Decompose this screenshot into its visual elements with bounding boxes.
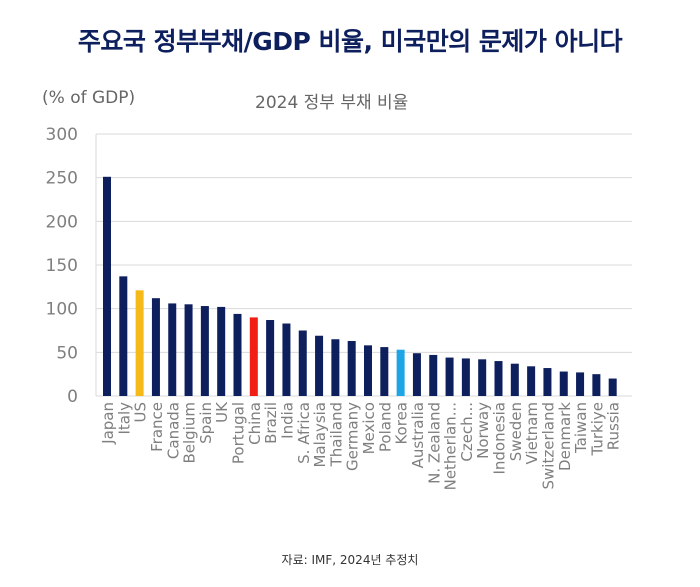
bar-s-africa: [298, 330, 307, 396]
y-axis-ticks: 0 50 100 150 200 250 300: [46, 125, 78, 407]
bar-germany: [347, 340, 356, 396]
x-tick-label: Brazil: [262, 402, 280, 444]
bar-belgium: [184, 304, 193, 396]
x-tick-label: S. Africa: [295, 402, 313, 464]
bar-thailand: [331, 339, 340, 396]
y-tick-label: 250: [46, 169, 78, 189]
x-tick-label: Germany: [344, 402, 362, 471]
x-tick-label: Canada: [164, 402, 182, 459]
x-tick-label: Italy: [115, 402, 133, 435]
bar-mexico: [364, 345, 372, 396]
bar-spain: [200, 306, 209, 396]
x-tick-label: Spain: [197, 402, 215, 444]
y-tick-label: 300: [46, 125, 78, 145]
x-tick-label: US: [132, 402, 150, 423]
x-tick-label: Vietnam: [523, 402, 541, 465]
x-tick-label: Mexico: [360, 402, 378, 454]
x-tick-label: Switzerland: [539, 402, 557, 490]
x-tick-label: Indonesia: [491, 402, 509, 475]
bar-india: [282, 323, 291, 396]
y-axis-unit-label: (% of GDP): [42, 88, 136, 108]
y-tick-label: 0: [67, 387, 78, 407]
bar-turkiye: [592, 374, 601, 396]
x-tick-label: Denmark: [556, 402, 574, 471]
x-tick-label: India: [278, 402, 296, 439]
y-tick-label: 100: [46, 300, 78, 320]
y-tick-label: 50: [56, 343, 78, 363]
x-tick-label: N. Zealand: [425, 402, 443, 484]
bar-vietnam: [527, 366, 536, 396]
bar-portugal: [233, 313, 242, 396]
x-tick-label: Norway: [474, 402, 492, 459]
bar-france: [151, 298, 160, 396]
x-tick-label: China: [246, 402, 264, 445]
bar-japan: [103, 176, 111, 396]
bar-canada: [168, 303, 177, 396]
bar-switzerland: [543, 368, 552, 396]
x-tick-label: Czech...: [458, 402, 476, 462]
x-tick-label: Australia: [409, 402, 427, 468]
x-tick-label: Belgium: [181, 402, 199, 464]
x-tick-label: Turkiye: [588, 402, 606, 457]
x-tick-label: France: [148, 402, 166, 452]
x-axis-ticks: JapanItalyUSFranceCanadaBelgiumSpainUKPo…: [99, 401, 623, 491]
x-tick-label: Korea: [393, 402, 411, 445]
x-tick-label: Sweden: [507, 402, 525, 461]
bar-brazil: [266, 320, 275, 396]
x-tick-label: UK: [213, 401, 231, 423]
bar-taiwan: [576, 372, 585, 396]
bar-russia: [608, 378, 617, 396]
bar-netherlan: [445, 357, 454, 396]
bar-denmark: [559, 371, 568, 396]
y-tick-label: 200: [46, 212, 78, 232]
bar-indonesia: [494, 361, 503, 396]
bar-china: [249, 317, 258, 396]
bar-norway: [478, 359, 487, 396]
x-tick-label: Netherlan...: [442, 402, 460, 490]
bars: [103, 176, 617, 396]
x-tick-label: Taiwan: [572, 402, 590, 454]
bar-malaysia: [315, 335, 324, 396]
bar-italy: [119, 276, 128, 396]
x-tick-label: Japan: [99, 402, 117, 445]
page-title: 주요국 정부부채/GDP 비율, 미국만의 문제가 아니다: [77, 27, 623, 56]
bar-poland: [380, 347, 389, 396]
bar-n-zealand: [429, 354, 438, 396]
y-tick-label: 150: [46, 256, 78, 276]
x-tick-label: Poland: [376, 402, 394, 452]
bar-czech: [461, 358, 470, 396]
bar-sweden: [510, 363, 519, 396]
bar-uk: [217, 306, 226, 396]
source-note: 자료: IMF, 2024년 추정치: [281, 553, 419, 567]
x-tick-label: Russia: [605, 402, 623, 450]
chart-title: 2024 정부 부채 비율: [255, 93, 409, 113]
bar-korea: [396, 349, 405, 396]
x-tick-label: Malaysia: [311, 402, 329, 468]
x-tick-label: Thailand: [327, 402, 345, 467]
bar-australia: [412, 353, 421, 396]
bar-us: [135, 290, 144, 396]
x-tick-label: Portugal: [230, 402, 248, 464]
